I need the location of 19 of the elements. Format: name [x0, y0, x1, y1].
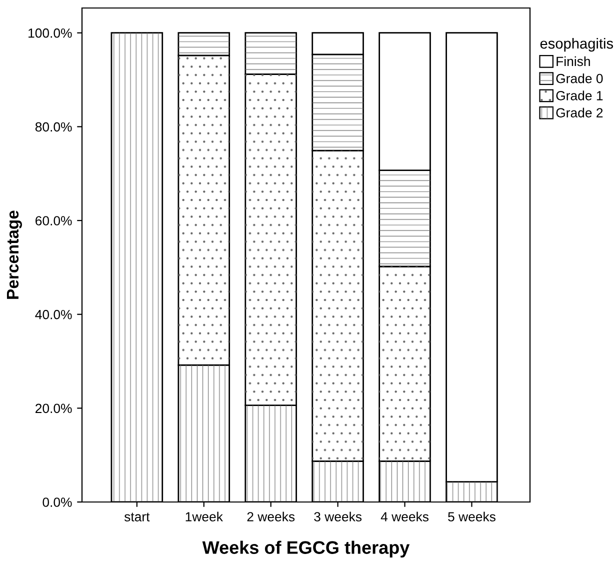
- y-axis-title: Percentage: [6, 210, 22, 299]
- x-tick-label: 4 weeks: [380, 512, 428, 522]
- y-tick-label: 0.0%: [42, 498, 72, 507]
- legend-label: Grade 2: [556, 108, 603, 118]
- x-tick-label: 1week: [186, 512, 223, 522]
- legend-label: Grade 1: [556, 90, 603, 100]
- y-tick-label: 60.0%: [36, 216, 72, 226]
- legend-label: Grade 0: [556, 74, 603, 84]
- x-tick-label: 5 weeks: [448, 512, 496, 522]
- x-tick-label: 2 weeks: [247, 512, 295, 522]
- x-axis-title: Weeks of EGCG therapy: [202, 540, 410, 558]
- x-tick-label: 3 weeks: [314, 512, 362, 522]
- y-tick-label: 20.0%: [36, 404, 72, 414]
- legend-title: esophagitis: [540, 38, 614, 52]
- x-tick-label: start: [124, 512, 150, 522]
- y-tick-label: 80.0%: [35, 122, 72, 132]
- y-tick-label: 100.0%: [28, 28, 72, 38]
- legend-label: Finish: [556, 56, 590, 66]
- y-tick-label: 40.0%: [35, 310, 72, 320]
